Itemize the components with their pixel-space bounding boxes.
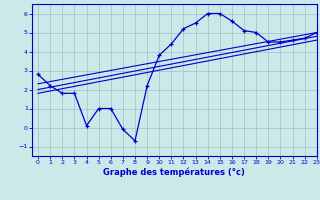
X-axis label: Graphe des températures (°c): Graphe des températures (°c) [103, 168, 245, 177]
